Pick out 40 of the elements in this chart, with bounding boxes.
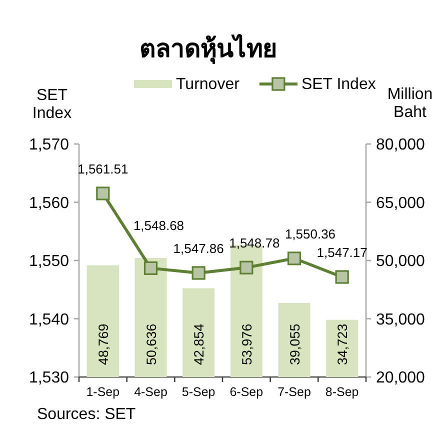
y-tick-label: 1,530: [28, 370, 70, 386]
x-tick-label: 6-Sep: [230, 385, 264, 399]
legend-label: SET Index: [301, 76, 376, 93]
point: [335, 270, 349, 284]
y-tick-label: 1,540: [28, 311, 70, 328]
data-label: 1,547.17: [316, 244, 368, 260]
y-tick-label: 1,570: [28, 136, 70, 154]
x-tick-label: 8-Sep: [325, 385, 359, 399]
y-tick-label: 1,550: [28, 253, 70, 270]
x-tick-label: 5-Sep: [182, 385, 216, 399]
data-label: 42,854: [192, 323, 207, 365]
x-tick-label: 7-Sep: [278, 385, 311, 399]
point: [96, 186, 110, 200]
legend-label: Turnover: [176, 76, 240, 93]
point: [144, 261, 158, 275]
point: [287, 252, 302, 266]
data-label: 48,769: [96, 324, 111, 365]
y-tick-label: 1,560: [28, 194, 70, 212]
y2-tick-label: 20,000: [376, 370, 426, 386]
data-label: 39,055: [287, 324, 302, 365]
point: [240, 260, 254, 274]
y2-tick-label: 80,000: [376, 136, 426, 154]
data-label: 1,548.78: [229, 236, 280, 251]
x-tick-label: 1-Sep: [86, 385, 120, 399]
data-label: 1,548.68: [133, 218, 184, 234]
y2-tick-label: 35,000: [376, 311, 426, 328]
data-label: 1,550.36: [284, 226, 336, 242]
y2-tick-label: 65,000: [376, 194, 426, 212]
data-label: 53,976: [239, 324, 254, 365]
data-label: 34,723: [335, 324, 350, 365]
y2-tick-label: 50,000: [376, 253, 426, 270]
y2-axis-title: Million Baht: [387, 86, 433, 121]
chart-title: ตลาดหุ้นไทย: [140, 33, 278, 65]
data-label: 1,547.86: [173, 240, 224, 256]
data-label: 50,636: [144, 324, 159, 365]
x-tick-label: 4-Sep: [134, 385, 168, 399]
source-note: Sources: SET: [37, 406, 136, 423]
point: [192, 266, 206, 280]
data-label: 1,561.51: [78, 161, 128, 176]
y-axis-title: SET Index: [32, 87, 72, 122]
